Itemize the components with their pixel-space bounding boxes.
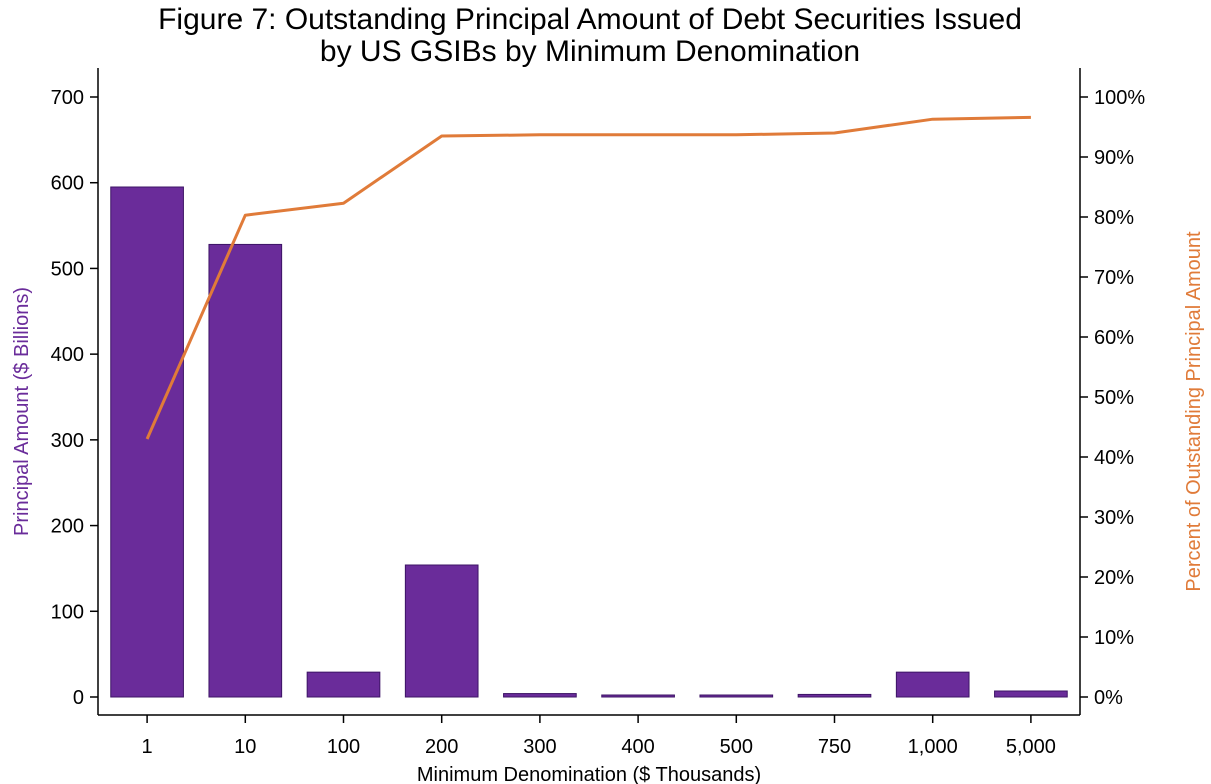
y-right-tick-label: 90%: [1094, 147, 1134, 169]
y-left-tick-label: 500: [51, 258, 84, 280]
y-right-tick-label: 30%: [1094, 507, 1134, 529]
bar: [601, 694, 675, 698]
y-left-tick-label: 200: [51, 516, 84, 538]
x-tick-label: 300: [523, 736, 556, 758]
y-right-tick-label: 70%: [1094, 267, 1134, 289]
bar: [503, 693, 577, 698]
x-tick-label: 5,000: [1006, 736, 1056, 758]
bar: [895, 671, 970, 698]
y-left-tick-label: 0: [73, 687, 84, 709]
y-axis-right-label: Percent of Outstanding Principal Amount: [1183, 231, 1205, 592]
bar: [699, 694, 774, 698]
y-axis-left-label: Principal Amount ($ Billions): [11, 287, 33, 536]
x-tick-label: 200: [425, 736, 458, 758]
x-tick-label: 1: [142, 736, 153, 758]
bar: [110, 186, 184, 698]
y-right-tick-label: 10%: [1094, 627, 1134, 649]
y-right-tick-label: 100%: [1094, 87, 1145, 109]
y-left-tick-label: 400: [51, 344, 84, 366]
line-group: [145, 115, 1031, 440]
x-tick-label: 750: [818, 736, 851, 758]
bar: [404, 564, 479, 698]
cumulative-percent-line: [145, 115, 1031, 440]
axes-group: 0 100 200 300 400 500 600 700 0% 10% 20% 30% 40% 50% 6…: [51, 68, 1145, 758]
x-tick-label: 400: [621, 736, 654, 758]
x-tick-label: 1,000: [908, 736, 958, 758]
chart-title-line-2: by US GSIBs by Minimum Denomination: [319, 35, 861, 68]
bar: [994, 690, 1068, 698]
bar: [208, 243, 283, 698]
x-axis-label: Minimum Denomination ($ Thousands): [417, 764, 761, 784]
y-left-tick-label: 300: [51, 430, 84, 452]
y-right-tick-label: 20%: [1094, 567, 1134, 589]
y-right-tick-label: 40%: [1094, 447, 1134, 469]
x-tick-label: 100: [327, 736, 360, 758]
y-right-tick-label: 0%: [1094, 687, 1123, 709]
bars-group: [110, 186, 1068, 698]
y-left-tick-label: 100: [51, 601, 84, 623]
chart-title-line-1: Figure 7: Outstanding Principal Amount o…: [158, 3, 1022, 36]
y-left-tick-label: 600: [51, 173, 84, 195]
axis-labels-group: Minimum Denomination ($ Thousands) Princ…: [11, 231, 1205, 784]
bar: [797, 693, 872, 698]
bar: [306, 671, 381, 698]
y-right-tick-label: 50%: [1094, 387, 1134, 409]
y-right-tick-label: 80%: [1094, 207, 1134, 229]
chart-title: Figure 7: Outstanding Principal Amount o…: [0, 4, 1180, 68]
x-tick-label: 500: [720, 736, 753, 758]
y-left-tick-label: 700: [51, 87, 84, 109]
x-tick-label: 10: [234, 736, 256, 758]
y-right-tick-label: 60%: [1094, 327, 1134, 349]
